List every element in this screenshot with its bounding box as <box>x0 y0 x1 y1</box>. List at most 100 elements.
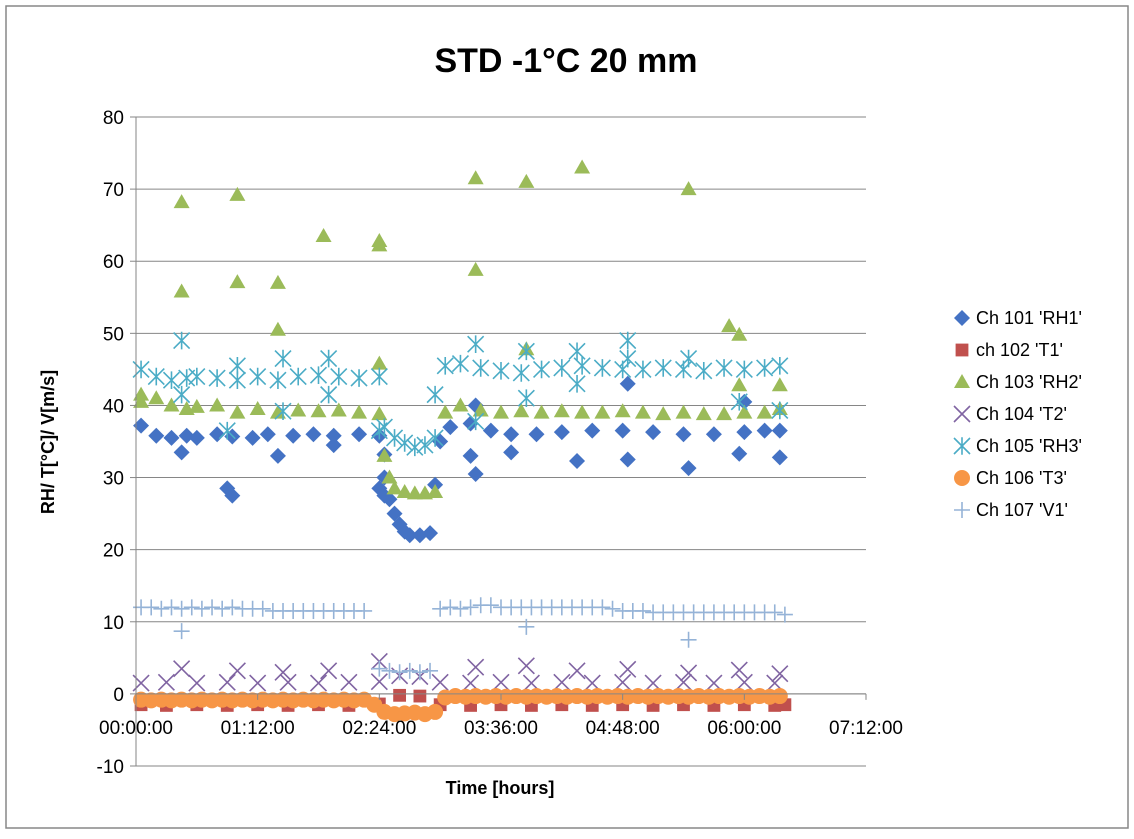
data-point <box>442 419 459 436</box>
data-point <box>735 673 753 691</box>
series-7 <box>133 597 793 681</box>
data-point <box>452 397 469 412</box>
data-point <box>371 237 388 252</box>
data-point <box>315 227 332 242</box>
series-1 <box>133 375 788 544</box>
data-point <box>413 689 427 703</box>
series-5 <box>132 331 789 457</box>
series-3 <box>133 159 788 500</box>
data-point <box>157 673 175 691</box>
data-point <box>528 426 545 443</box>
data-point <box>432 600 449 617</box>
data-point <box>229 404 246 419</box>
data-point <box>249 674 267 692</box>
data-point <box>771 401 789 420</box>
x-tick-label: 06:00:00 <box>707 718 781 739</box>
y-tick-label: 50 <box>103 324 124 345</box>
data-point <box>675 426 692 443</box>
data-point <box>162 371 181 390</box>
data-point <box>183 599 200 616</box>
legend-entry: Ch 101 'RH1' <box>954 308 1082 328</box>
data-point <box>385 429 404 447</box>
data-point <box>756 404 773 419</box>
y-tick-label: 70 <box>103 180 124 201</box>
data-point <box>518 173 535 188</box>
data-point <box>730 661 748 679</box>
legend-entry: Ch 103 'RH2' <box>954 372 1082 392</box>
legend-entry: Ch 105 'RH3' <box>953 436 1082 456</box>
data-point <box>517 657 535 675</box>
data-point <box>147 367 165 386</box>
data-point <box>371 660 388 677</box>
data-point <box>771 356 789 375</box>
data-point <box>422 525 439 542</box>
x-tick-label: 02:24:00 <box>342 718 416 739</box>
data-point <box>614 673 632 691</box>
x-tick-label: 00:00:00 <box>99 718 173 739</box>
data-point <box>320 385 338 404</box>
legend-label: Ch 103 'RH2' <box>976 372 1082 392</box>
data-point <box>133 386 150 401</box>
legend-label: Ch 107 'V1' <box>976 500 1068 520</box>
data-point <box>305 426 322 443</box>
data-point <box>330 402 347 417</box>
data-point <box>224 487 241 504</box>
data-point <box>401 527 418 544</box>
data-point <box>553 403 570 418</box>
data-point <box>249 367 267 386</box>
data-point <box>133 417 150 434</box>
data-point <box>532 360 551 379</box>
data-point <box>614 403 631 418</box>
y-tick-label: 30 <box>103 469 124 490</box>
data-point <box>634 360 652 379</box>
data-point <box>680 349 698 368</box>
data-point <box>188 674 206 692</box>
data-point <box>674 673 693 691</box>
data-point <box>320 662 338 680</box>
data-point <box>371 406 388 421</box>
data-point <box>472 402 489 417</box>
data-point <box>553 424 570 441</box>
data-point <box>173 444 190 461</box>
data-point <box>350 369 368 387</box>
data-point <box>436 356 454 375</box>
data-point <box>274 402 292 421</box>
data-point <box>467 465 484 482</box>
data-point <box>173 331 191 350</box>
data-point <box>493 404 509 419</box>
data-point <box>224 599 241 616</box>
data-point <box>309 366 328 384</box>
data-point <box>594 404 611 419</box>
axis-layer: -10 0 10 20 30 40 50 60 70 80 00:00:00 01:12:00 02:2… <box>97 108 903 778</box>
data-point <box>376 447 393 462</box>
data-point <box>451 354 470 373</box>
y-tick-label: 60 <box>103 252 124 273</box>
data-point <box>492 362 510 380</box>
data-point <box>513 403 530 418</box>
x-tick-label: 07:12:00 <box>829 718 903 739</box>
data-point <box>634 602 651 619</box>
data-point <box>482 597 499 614</box>
data-point <box>771 665 789 683</box>
data-point <box>173 660 191 678</box>
data-point <box>290 402 307 417</box>
data-point <box>716 406 733 421</box>
data-point <box>148 390 165 405</box>
legend-label: Ch 105 'RH3' <box>976 436 1082 456</box>
data-point <box>188 429 205 446</box>
data-point <box>269 404 286 419</box>
data-point <box>193 600 210 617</box>
data-point <box>715 359 733 377</box>
data-point <box>680 664 698 682</box>
data-point <box>279 673 297 691</box>
data-point <box>143 599 160 616</box>
data-point <box>517 342 535 361</box>
series-4 <box>132 652 789 692</box>
y-tick-label: 10 <box>103 613 124 634</box>
data-point <box>340 673 358 691</box>
data-point <box>416 436 434 454</box>
data-point <box>244 429 261 446</box>
data-point <box>705 426 722 443</box>
y-axis-title: RH/ T[°C]/ V[m/s] <box>38 370 58 514</box>
